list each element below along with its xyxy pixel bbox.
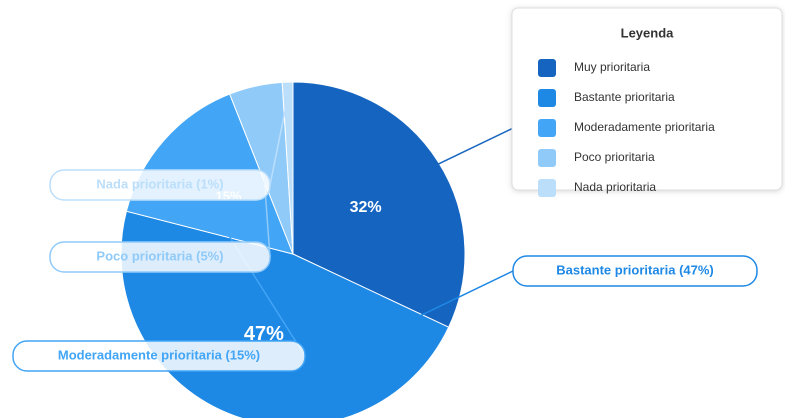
callout-label: Bastante prioritaria (47%) [556,262,714,277]
callout-line [269,95,289,186]
callout-line [239,270,514,404]
callout-box [512,255,758,287]
callout-label: Nada prioritaria (1%) [96,176,223,191]
legend-label: Poco prioritaria [574,150,655,164]
legend-swatch [538,119,556,137]
callout-box [12,340,306,372]
pie-slice [281,81,294,255]
legend-swatch [538,149,556,167]
callout-box [49,241,271,273]
callouts: Bastante prioritaria (47%) Moderadamente … [12,95,758,404]
callout-label: Poco prioritaria (5%) [96,248,223,263]
legend-label: Muy prioritaria [574,60,650,74]
legend: Leyenda Muy prioritaria Bastante priorita… [511,7,783,197]
legend-title: Leyenda [621,25,675,40]
slice-label: 32% [350,199,382,216]
legend-label: Moderadamente prioritaria [574,120,715,134]
legend-label: Nada prioritaria [574,180,656,194]
callout-box [49,169,271,201]
legend-swatch [538,59,556,77]
legend-swatch [538,179,556,197]
pie-slice [292,81,466,328]
legend-label: Bastante prioritaria [574,90,675,104]
callout-label: Moderadamente prioritaria (15%) [58,347,260,362]
legend-box [511,7,783,191]
legend-swatch [538,89,556,107]
slice-label: 47% [244,323,284,345]
